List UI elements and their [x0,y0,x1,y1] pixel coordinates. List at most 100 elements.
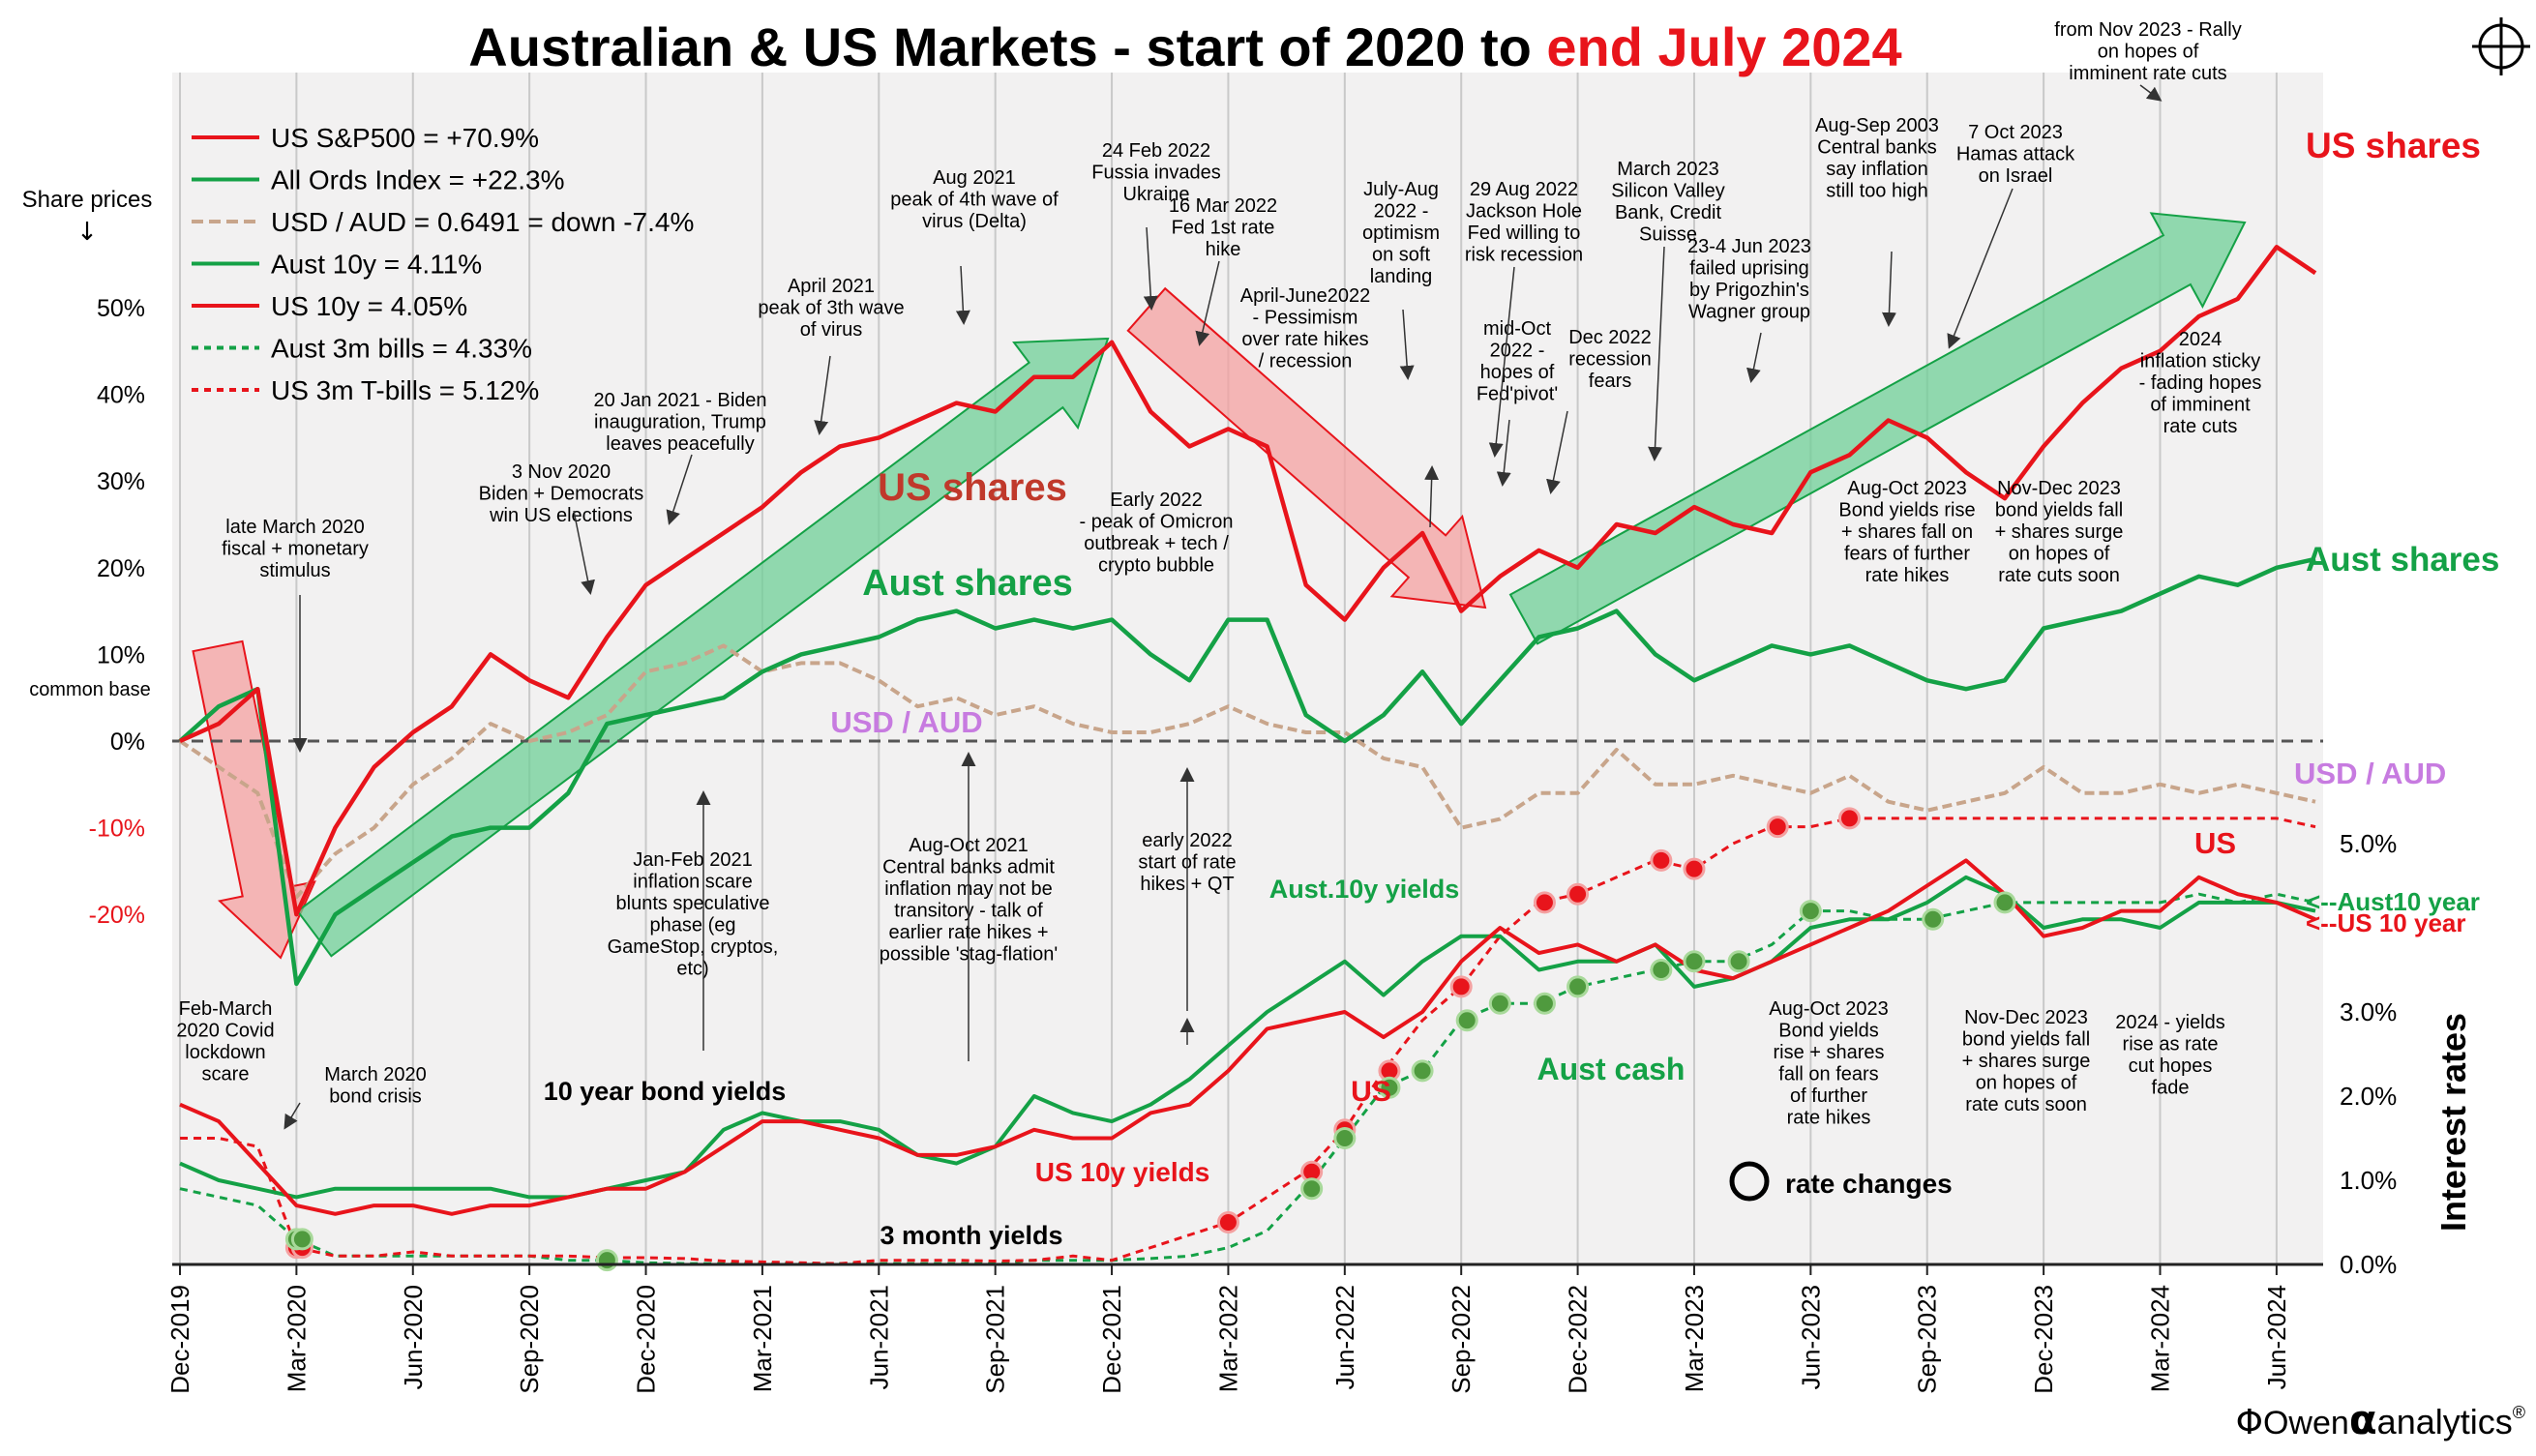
line-us-10y [179,858,2316,1216]
ann-gamestop-line-1: Jan-Feb 2021 [633,849,752,871]
brand-rest: analytics [2377,1402,2513,1441]
ann-nov-dec-bottom-line-2: bond yields fall [1962,1029,2090,1051]
aust-rate-change-marker-10 [1533,992,1556,1015]
ann-svb-line-4: Suisse [1639,224,1697,246]
arrow-2022-bear [1126,286,1487,609]
annotation-pointer-16 [1881,251,1896,327]
annotation-pointer-12 [1496,419,1511,487]
series-label-us-mid: US [1351,1076,1391,1108]
ann-pivot-line-4: Fed'pivot' [1477,384,1558,405]
x-tick-label-jun-2023: Jun-2023 [1796,1285,1825,1389]
ann-aug-oct-top-line-1: Aug-Oct 2023 [1847,478,1966,499]
us-rate-change-marker-11 [1683,857,1706,880]
y-left-label-10neg: -10% [89,816,145,843]
ann-omicron-line-4: crypto bubble [1098,555,1214,577]
series-label-us10y-yields: US 10y yields [1035,1157,1210,1187]
x-tick-label-jun-2022: Jun-2022 [1330,1285,1359,1389]
series-label-aust10y-yields: Aust.10y yields [1269,875,1460,904]
ann-nov-dec-bottom-line-3: + shares surge [1962,1051,2091,1072]
ann-central-banks-line-1: Aug-Sep 2003 [1815,115,1939,136]
ann-nov-dec-top-line-5: rate cuts soon [1998,565,2120,586]
ann-fed-hike: 16 Mar 2022 Fed 1st rate hike [1169,195,1277,260]
ann-wagner-line-2: failed uprising [1689,258,1808,280]
ann-aug-oct-bottom-line-4: fall on fears [1778,1064,1878,1085]
ann-russia: 24 Feb 2022 Fussia invades Ukraine [1091,140,1220,205]
chart-title-main: Australian & US Markets - start of 2020 … [468,16,1546,77]
x-tick-label-dec-2019: Dec-2019 [165,1285,194,1394]
ann-2024-yields-line-4: fade [2152,1078,2190,1099]
aust-rate-change-marker-3 [595,1249,618,1272]
ann-rally-line-3: imminent rate cuts [2069,63,2226,84]
aust-rate-change-marker-15 [1799,900,1822,923]
rate-changes-legend-circle [1729,1161,1770,1202]
ann-nov-dec-top-line-3: + shares surge [1995,521,2124,543]
ann-delta-line-1: Aug 2021 [933,167,1016,189]
x-tick-label-jun-2020: Jun-2020 [399,1285,428,1389]
brand-reg: ® [2513,1403,2525,1422]
x-axis-ticks: Dec-2019 Mar-2020 Jun-2020 Sep-2020 Dec-2020… [165,1264,2291,1394]
common-base-label: common base [29,679,151,700]
ann-jackson-hole: 29 Aug 2022 Jackson Hole Fed willing to ris… [1465,179,1583,266]
ann-gamestop: Jan-Feb 2021 inflation scare blunts specul… [608,849,779,980]
ann-omicron-line-2: - peak of Omicron [1080,512,1234,533]
annotation-pointer-8 [1195,260,1220,346]
series-label-us-shares-mid: US shares [878,466,1067,509]
aust-rate-change-marker-6 [1378,1076,1401,1099]
aust-rate-change-marker-2 [290,1228,313,1251]
ann-covid-scare-line-3: lockdown [185,1042,265,1063]
legend-label-2: All Ords Index = +22.3% [271,165,565,195]
legend-label-1: US S&P500 = +70.9% [271,123,539,153]
brand-logo: ΦOwenαanalytics® [2236,1396,2525,1443]
us-rate-change-marker-8 [1533,891,1556,914]
right-y-axis-ticks: 5.0% 3.0% 2.0% 1.0% 0.0% [2340,829,2397,1279]
us-rate-change-marker-13 [1837,807,1861,830]
ann-inflation-sticky-line-4: of imminent [2150,395,2251,416]
line-us-3m-t-bills [180,817,2316,1265]
y-left-label-20: 20% [97,555,145,582]
series-label-three-month: 3 month yields [880,1221,1062,1250]
annotation-pointer-6 [955,265,970,325]
series-label-usd-aud-mid: USD / AUD [830,705,982,739]
ann-aug-oct-top-line-3: + shares fall on [1841,521,1973,543]
annotation-pointer-18 [2139,84,2163,102]
ann-bond-crisis-line-2: bond crisis [329,1086,422,1108]
ann-delta-line-2: peak of 4th wave of [890,190,1059,211]
ann-pivot-line-3: hopes of [1480,362,1555,383]
y-right-label-1-0: 1.0% [2340,1166,2397,1195]
ann-svb: March 2023 Silicon Valley Bank, Credit Suis… [1611,159,1724,246]
annotation-pointer-15 [1746,332,1762,383]
annotation-pointer-5 [814,355,831,435]
x-tick-label-mar-2021: Mar-2021 [748,1285,777,1392]
ann-omicron-line-1: Early 2022 [1110,490,1203,511]
ann-svb-line-2: Silicon Valley [1611,181,1724,202]
brand-symbol: Φ [2236,1403,2263,1442]
ann-soft-landing-line-4: on soft [1372,245,1430,266]
annotation-pointer-13 [1546,410,1568,494]
ann-pessimism-line-2: - Pessimism [1253,308,1358,329]
y-left-label-0: 0% [110,728,145,756]
ann-inflation-sticky-line-5: rate cuts [2163,416,2238,437]
legend-label-7: US 3m T-bills = 5.12% [271,375,539,405]
x-tick-label-mar-2023: Mar-2023 [1680,1285,1709,1392]
ann-recession-fears: Dec 2022 recession fears [1568,327,1652,392]
ann-pivot-line-1: mid-Oct [1483,318,1551,340]
ann-rally-line-1: from Nov 2023 - Rally [2054,19,2241,41]
ann-recession-fears-line-2: recession [1568,349,1652,371]
ann-aug-oct-top-line-4: fears of further [1844,544,1970,565]
ann-nov-dec-top-line-4: on hopes of [2009,544,2110,565]
ann-gamestop-line-6: etc) [676,959,708,980]
legend-label-4: Aust 10y = 4.11% [271,250,482,280]
chart-title-highlight: end July 2024 [1546,16,1901,77]
legend-label-6: Aust 3m bills = 4.33% [271,334,532,364]
ann-delta: Aug 2021 peak of 4th wave of virus (Delta) [890,167,1059,232]
ann-covid-scare-line-2: 2020 Covid [176,1021,274,1042]
annotation-pointers [283,84,2163,1130]
ann-central-banks-line-4: still too high [1826,181,1928,202]
x-tick-label-sep-2020: Sep-2020 [515,1285,544,1394]
ann-covid-scare: Feb-March 2020 Covid lockdown scare [176,998,274,1085]
ann-russia-line-1: 24 Feb 2022 [1102,140,1210,162]
ann-2024-yields: 2024 - yields rise as rate cut hopes fade [2115,1012,2224,1099]
ann-stimulus-line-1: late March 2020 [225,517,364,538]
annotation-pointer-14 [1648,246,1665,461]
ann-fed-hike-line-3: hike [1206,239,1241,260]
